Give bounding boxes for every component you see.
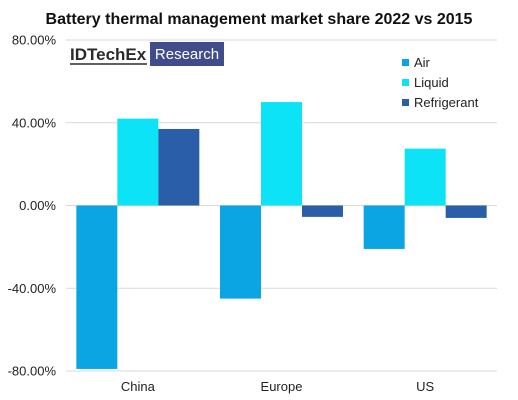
legend: Air Liquid Refrigerant — [402, 55, 479, 110]
bar-air-china — [76, 205, 118, 369]
legend-label-air: Air — [414, 55, 431, 70]
legend-swatch-air — [402, 59, 409, 66]
legend-label-refrigerant: Refrigerant — [414, 95, 479, 110]
bars — [76, 102, 487, 369]
legend-label-liquid: Liquid — [414, 75, 449, 90]
x-tick-label: China — [121, 379, 156, 394]
bar-air-europe — [220, 205, 261, 299]
y-tick-label: -80.00% — [8, 364, 57, 379]
x-axis-tick-labels: China Europe US — [121, 379, 435, 394]
bar-liquid-europe — [261, 102, 302, 206]
y-axis-tick-labels: 80.00% 40.00% 0.00% -40.00% -80.00% — [8, 33, 57, 379]
bar-refrigerant-china — [158, 128, 200, 206]
bar-liquid-us — [404, 148, 446, 206]
x-tick-label: US — [416, 379, 434, 394]
logo-left-text: IDTechEx — [70, 45, 147, 64]
x-tick-label: Europe — [261, 379, 303, 394]
y-tick-label: 0.00% — [19, 198, 56, 213]
logo-research-box — [150, 42, 224, 66]
y-tick-label: 40.00% — [12, 115, 57, 130]
bar-refrigerant-europe — [302, 205, 343, 217]
legend-swatch-refrigerant — [402, 99, 409, 106]
y-tick-label: -40.00% — [8, 281, 57, 296]
legend-swatch-liquid — [402, 79, 409, 86]
bar-air-us — [363, 205, 405, 249]
logo-right-text: Research — [155, 46, 219, 63]
y-tick-label: 80.00% — [12, 33, 57, 48]
bar-liquid-china — [117, 118, 159, 206]
bar-refrigerant-us — [445, 205, 487, 218]
idtechex-research-logo: IDTechEx Research — [70, 42, 224, 66]
chart-title: Battery thermal management market share … — [46, 11, 473, 28]
